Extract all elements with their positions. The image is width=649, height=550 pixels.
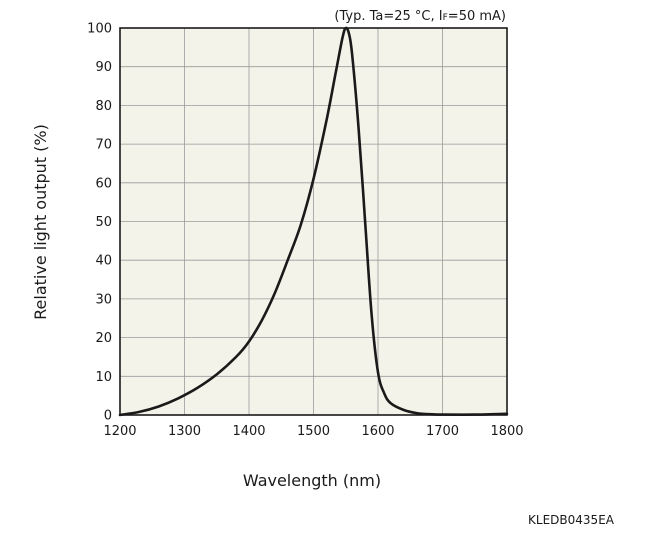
y-tick-label: 100 [87,22,112,37]
measurement-conditions: (Typ. Ta=25 °C, IF=50 mA) [334,9,506,24]
x-axis-label: Wavelength (nm) [243,471,381,490]
spectrum-curve [118,26,509,417]
y-tick-label: 60 [95,176,112,191]
y-tick-label: 0 [104,409,112,424]
y-tick-labels: 0 10 20 30 40 50 60 70 80 90 100 [87,22,112,424]
x-tick-label: 1500 [297,424,330,439]
x-tick-label: 1400 [232,424,265,439]
y-tick-label: 50 [95,215,112,230]
y-tick-label: 90 [95,60,112,75]
x-tick-label: 1300 [168,424,201,439]
y-tick-label: 70 [95,138,112,153]
figure-code: KLEDB0435EA [528,513,615,527]
x-tick-label: 1200 [103,424,136,439]
x-tick-labels: 1200 1300 1400 1500 1600 1700 1800 [103,424,523,439]
x-tick-label: 1600 [361,424,394,439]
y-tick-label: 30 [95,292,112,307]
x-tick-label: 1800 [490,424,523,439]
y-tick-label: 10 [95,370,112,385]
y-tick-label: 20 [95,331,112,346]
y-axis-label: Relative light output (%) [31,124,50,320]
y-tick-label: 40 [95,254,112,269]
y-tick-label: 80 [95,99,112,114]
x-tick-label: 1700 [426,424,459,439]
spectrum-curve-layer [118,26,509,417]
plot-frame [119,27,508,416]
